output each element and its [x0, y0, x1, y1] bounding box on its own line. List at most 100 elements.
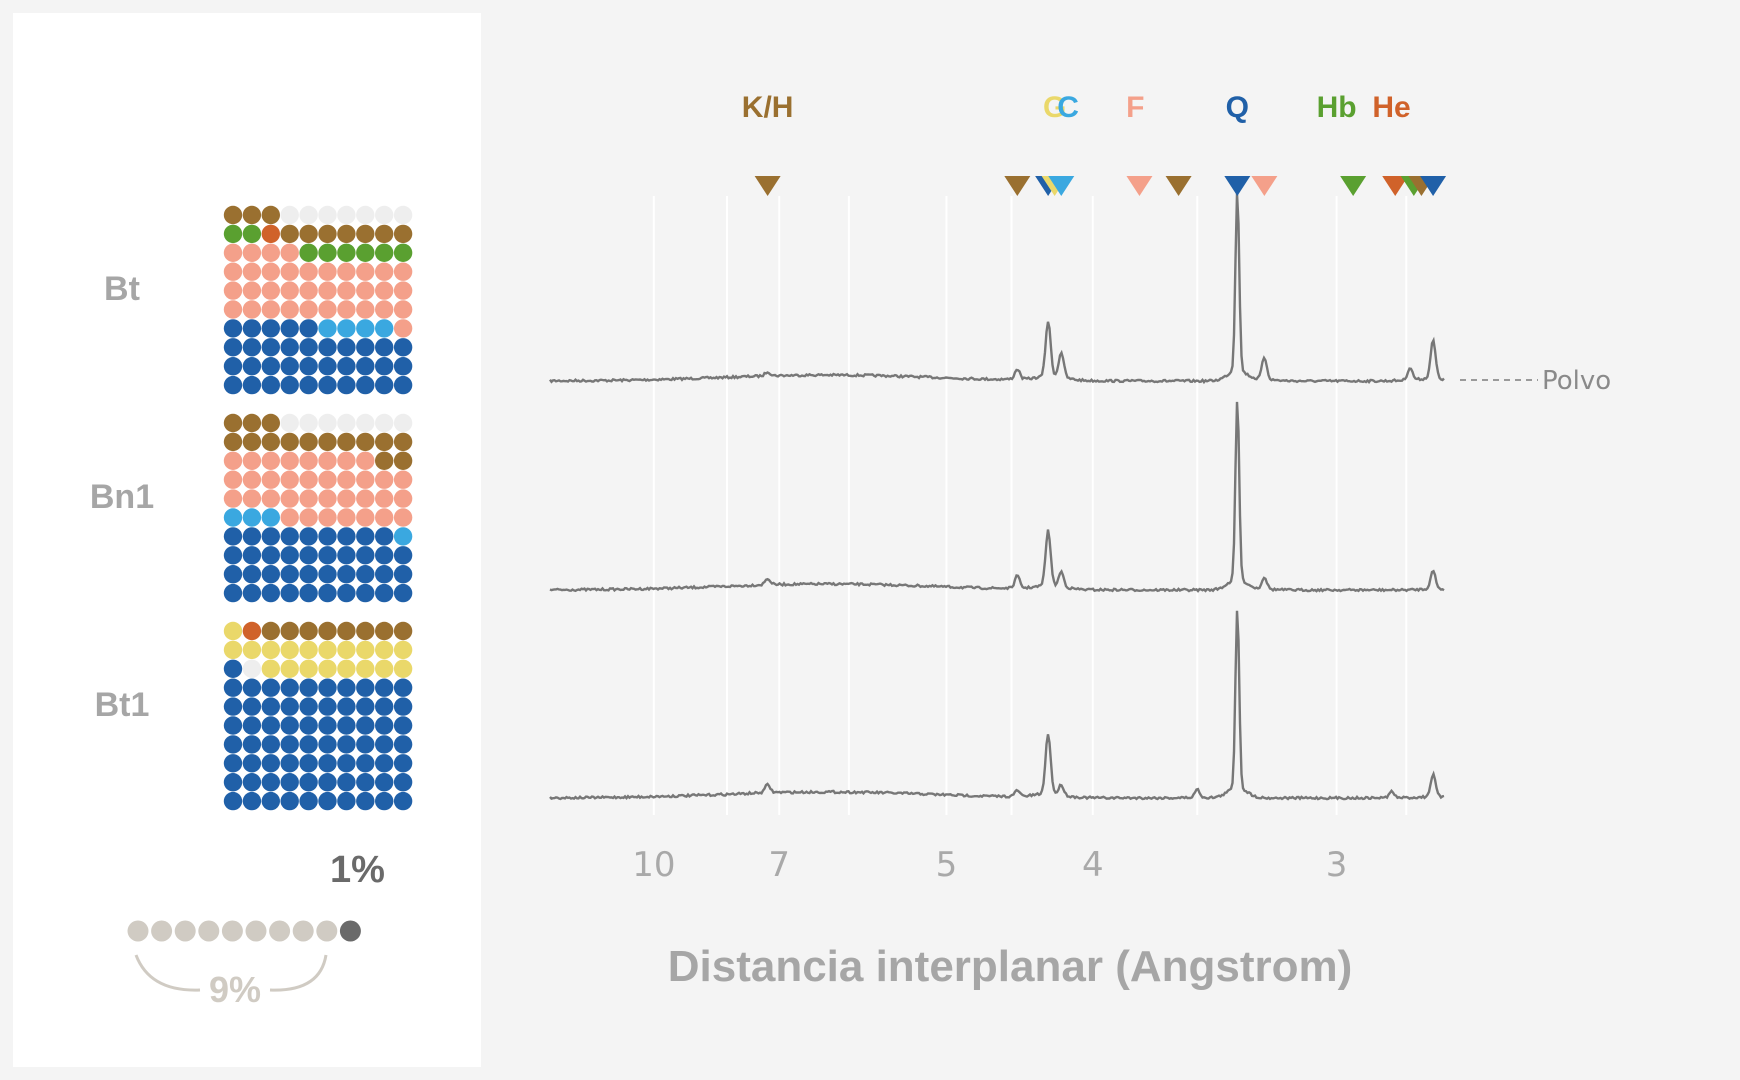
- legend-dot: [339, 920, 361, 942]
- waffle-dot: [299, 281, 318, 300]
- sample-label: Bt1: [95, 686, 150, 724]
- gridlines: [652, 196, 1408, 815]
- waffle-dot: [280, 716, 299, 735]
- waffle-dot: [375, 678, 394, 697]
- waffle-dot: [393, 357, 413, 376]
- waffle-dot: [375, 527, 394, 546]
- waffle-dot: [375, 375, 394, 395]
- waffle-dot: [337, 527, 356, 546]
- waffle-dot: [375, 489, 394, 508]
- waffle-dot: [261, 508, 280, 527]
- legend-dot: [151, 920, 173, 942]
- waffle-dot: [375, 583, 394, 603]
- waffle-dot: [337, 565, 356, 584]
- waffle-dot: [299, 224, 318, 244]
- waffle-dot: [393, 697, 413, 716]
- waffle-dot: [393, 754, 413, 773]
- waffle-dot: [223, 640, 243, 660]
- waffle-dot: [280, 640, 299, 660]
- waffle-dot: [318, 583, 337, 603]
- waffle-dot: [299, 640, 318, 660]
- mineral-label-he: He: [1372, 91, 1410, 124]
- waffle-dot: [318, 262, 337, 281]
- waffle-dot: [242, 470, 262, 489]
- waffle-dot: [261, 319, 280, 338]
- waffle-dot: [318, 432, 337, 452]
- waffle-dot: [223, 489, 243, 508]
- waffle-dot: [393, 224, 413, 244]
- mineral-label-c: C: [1057, 91, 1079, 124]
- waffle-dot: [223, 319, 243, 338]
- waffle-dot: [242, 583, 262, 603]
- waffle-dot: [318, 659, 337, 678]
- waffle-dot: [337, 357, 356, 376]
- waffle-dot: [280, 565, 299, 584]
- waffle-dot: [280, 432, 299, 452]
- waffle-dot: [337, 791, 356, 811]
- trace-bn1: [549, 401, 1445, 593]
- waffle-dot: [280, 735, 299, 754]
- waffle-dot: [318, 621, 337, 641]
- waffle-dot: [242, 791, 262, 811]
- waffle-dot: [261, 338, 280, 357]
- waffle-dot: [280, 375, 299, 395]
- waffle-dot: [242, 432, 262, 452]
- waffle-dot: [242, 451, 262, 470]
- waffle-dot: [337, 508, 356, 527]
- waffle-dot: [242, 357, 262, 376]
- waffle-dot: [393, 659, 413, 678]
- waffle-dot: [393, 791, 413, 811]
- waffle-dot: [337, 375, 356, 395]
- waffle-dot: [242, 205, 262, 225]
- marker-kh: [1004, 176, 1031, 196]
- waffle-dot: [318, 716, 337, 735]
- waffle-dot: [299, 546, 318, 565]
- waffle-dot: [393, 205, 413, 225]
- waffle-dot: [223, 773, 243, 792]
- marker-q: [1224, 176, 1251, 196]
- waffle-dot: [375, 697, 394, 716]
- x-tick-label: 10: [632, 845, 675, 885]
- waffle-dot: [356, 527, 375, 546]
- waffle-dot: [261, 716, 280, 735]
- waffle-dot: [337, 773, 356, 792]
- waffle-dot: [242, 319, 262, 338]
- waffle-dot: [223, 262, 243, 281]
- waffle-dot: [280, 205, 299, 225]
- waffle-dot: [318, 205, 337, 225]
- waffle-dot: [299, 451, 318, 470]
- waffle-dot: [261, 205, 280, 225]
- waffle-dot: [356, 716, 375, 735]
- waffle-dot: [280, 489, 299, 508]
- waffle-dot: [280, 470, 299, 489]
- waffle-dot: [356, 243, 375, 262]
- waffle-bt: Bt: [104, 205, 413, 395]
- legend-dot: [245, 920, 267, 942]
- waffle-dot: [280, 357, 299, 376]
- waffle-dot: [261, 659, 280, 678]
- waffle-dot: [299, 735, 318, 754]
- waffle-dot: [337, 716, 356, 735]
- sample-label: Bt: [104, 270, 140, 308]
- waffle-dot: [318, 224, 337, 244]
- waffle-dot: [299, 489, 318, 508]
- waffle-dot: [261, 489, 280, 508]
- waffle-dot: [223, 678, 243, 697]
- waffle-dot: [223, 583, 243, 603]
- waffle-dot: [223, 451, 243, 470]
- marker-hb: [1340, 176, 1367, 196]
- waffle-dot: [299, 659, 318, 678]
- waffle-dot: [356, 300, 375, 319]
- waffle-dot: [223, 621, 243, 641]
- waffle-dot: [261, 451, 280, 470]
- legend-dot: [269, 920, 291, 942]
- legend-nine-percent: 9%: [209, 969, 261, 1010]
- marker-f: [1251, 176, 1278, 196]
- waffle-dot: [356, 357, 375, 376]
- mineral-labels: K/H GC F Q Hb He: [742, 91, 1411, 124]
- x-tick-labels: 10 7 5 4 3: [632, 845, 1347, 885]
- waffle-dot: [393, 338, 413, 357]
- waffle-dot: [318, 678, 337, 697]
- waffle-dot: [223, 243, 243, 262]
- waffle-dot: [393, 583, 413, 603]
